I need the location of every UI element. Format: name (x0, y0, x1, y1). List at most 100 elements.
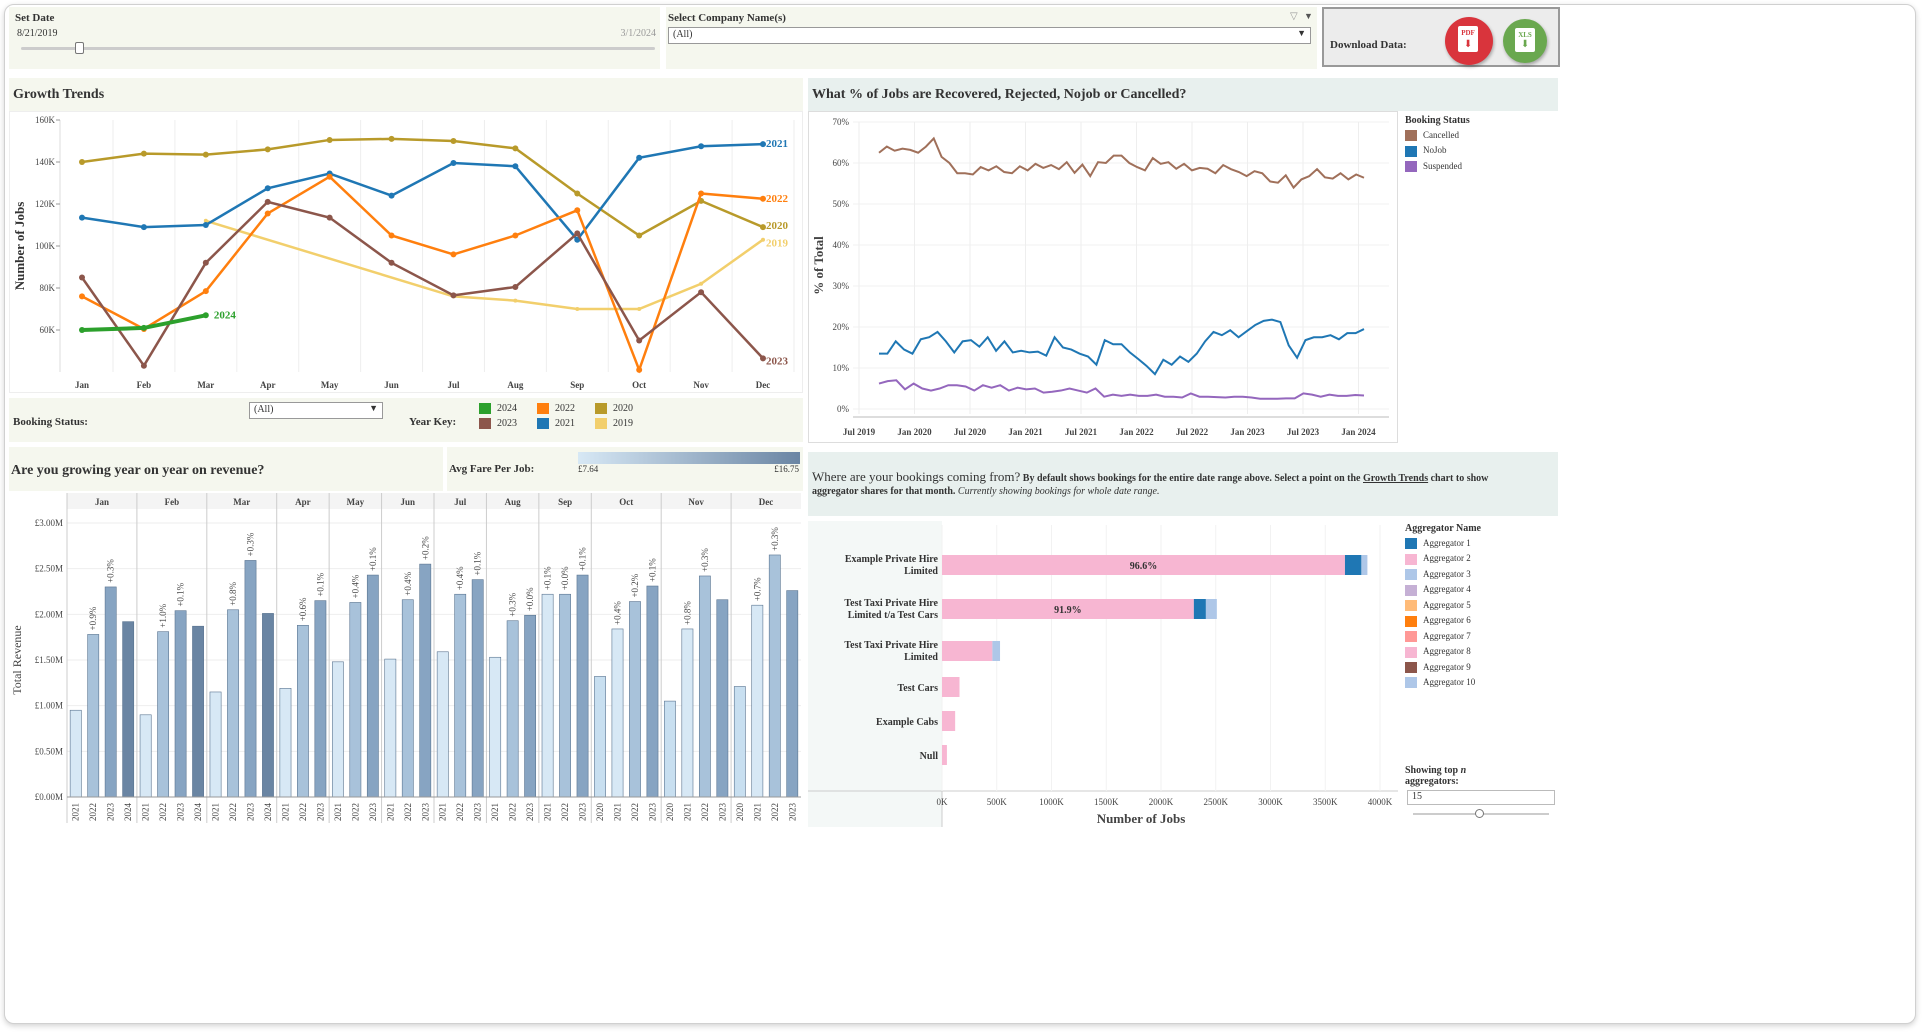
topn-input[interactable]: 15 (1407, 790, 1555, 805)
date-slider-handle[interactable] (75, 42, 84, 54)
year-key-item[interactable]: 2023 (479, 418, 517, 430)
month-label: Jul (454, 497, 467, 507)
revenue-bar (209, 691, 222, 798)
x-tick-label: Aug (507, 380, 524, 390)
menu-caret-icon[interactable]: ▼ (1304, 11, 1313, 21)
aggregator-legend-item[interactable]: Aggregator 1 (1405, 538, 1558, 550)
avg-fare-max: £16.75 (774, 464, 799, 474)
revenue-bar (366, 574, 379, 798)
data-point-2022 (326, 173, 333, 180)
revenue-bar (594, 676, 606, 798)
status-legend-item[interactable]: Suspended (1405, 161, 1558, 173)
data-point-2021 (202, 222, 209, 228)
legend-label: Aggregator 5 (1423, 599, 1471, 610)
year-key-item[interactable]: 2024 (479, 403, 517, 415)
legend-label: Aggregator 7 (1423, 630, 1471, 641)
date-slider-track[interactable] (21, 47, 655, 50)
revenue-bar (786, 590, 799, 798)
data-point-2022 (512, 232, 519, 239)
month-label: Aug (505, 497, 522, 507)
revenue-bar (384, 658, 397, 798)
year-tick-label: 2021 (613, 803, 623, 821)
aggregator-legend-item[interactable]: Aggregator 5 (1405, 599, 1558, 612)
aggregator-legend-item[interactable]: Aggregator 4 (1405, 584, 1558, 596)
set-date-end: 3/1/2024 (620, 28, 656, 39)
year-key-item[interactable]: 2021 (537, 418, 575, 430)
legend-label: 2019 (613, 418, 633, 429)
month-label: Apr (295, 497, 311, 507)
xls-download-button[interactable]: XLS ⬇ (1503, 19, 1547, 63)
company-select[interactable]: (All) ▼ (668, 27, 1311, 44)
pdf-download-button[interactable]: PDF ⬇ (1445, 17, 1493, 65)
status-legend-item[interactable]: NoJob (1405, 145, 1558, 157)
yoy-label: +0.9% (88, 606, 98, 630)
aggregator-legend: Aggregator Name Aggregator 1 Aggregator 2… (1405, 523, 1558, 703)
legend-swatch (1405, 538, 1417, 550)
aggregator-legend-item[interactable]: Aggregator 8 (1405, 646, 1558, 658)
topn-slider-handle[interactable] (1475, 809, 1484, 818)
revenue-bar (87, 634, 100, 798)
month-label: Mar (233, 497, 250, 507)
legend-swatch (1405, 615, 1417, 627)
legend-swatch (1405, 145, 1417, 157)
status-chart[interactable]: 0% 10% 20% 30% 40% 50% 60% 70% % of Total Jul 201… (809, 112, 1399, 444)
yoy-label: +0.3% (246, 532, 256, 556)
yoy-label: +0.1% (543, 566, 553, 590)
booking-status-select[interactable]: (All) ▼ (249, 402, 383, 419)
revenue-bar (576, 574, 589, 798)
status-legend-item[interactable]: Cancelled (1405, 130, 1558, 142)
x-tick-label: Mar (197, 380, 214, 390)
legend-swatch (1405, 677, 1417, 689)
aggregator-legend-item[interactable]: Aggregator 9 (1405, 662, 1558, 673)
revenue-bar (314, 600, 327, 798)
year-key-item[interactable]: 2020 (595, 403, 633, 415)
year-key-item[interactable]: 2022 (537, 403, 575, 415)
data-point-2022 (636, 366, 643, 373)
company-filter: Select Company Name(s) ▽ ▼ (All) ▼ (666, 7, 1317, 69)
year-tick-label: 2021 (385, 803, 395, 821)
dropdown-arrow-icon: ▼ (1297, 28, 1306, 38)
aggregator-legend-item[interactable]: Aggregator 3 (1405, 569, 1558, 581)
sources-desc-text2: chart to show aggregator shares for that… (812, 473, 1489, 497)
year-tick-label: 2023 (717, 803, 727, 822)
y-tick-label: 80K (40, 283, 56, 293)
filter-icon[interactable]: ▽ (1290, 11, 1298, 22)
xls-text: XLS (1518, 31, 1532, 39)
aggregator-legend-item[interactable]: Aggregator 6 (1405, 615, 1558, 627)
y-axis-label: Number of Jobs (12, 202, 27, 291)
aggregator-legend-item[interactable]: Aggregator 10 (1405, 677, 1558, 689)
legend-swatch (1405, 161, 1417, 173)
sources-chart[interactable]: 0K 500K 1000K 1500K 2000K 2500K 3000K 3500K 4000… (808, 521, 1398, 827)
revenue-chart[interactable]: £0.00M £0.50M £1.00M £1.50M £2.00M £2.50M £3.0… (9, 493, 803, 823)
x-tick-label: Jan (75, 380, 89, 390)
year-tick-label: 2021 (141, 803, 151, 821)
revenue-bar (629, 601, 641, 798)
aggregator-legend-item[interactable]: Aggregator 7 (1405, 630, 1558, 643)
growth-trends-link[interactable]: Growth Trends (1363, 473, 1429, 484)
growth-chart[interactable]: Jan Feb Mar Apr May Jun Jul Aug Sep Oct Nov Dec 60K 8… (10, 112, 804, 394)
y-tick-label: 30% (833, 281, 850, 291)
legend-label: Aggregator 8 (1423, 646, 1471, 657)
category-label: Test Cars (898, 683, 939, 694)
topn-label: Showing top n aggregators: (1405, 765, 1558, 787)
category-label: Test Taxi Private Hire Limited t/a Test C… (844, 598, 938, 621)
bar-segment (992, 641, 1001, 661)
data-point-2020 (140, 150, 147, 157)
x-tick-label: Jul 2022 (1176, 427, 1209, 437)
y-tick-label: 70% (833, 117, 850, 127)
revenue-bar (419, 563, 432, 798)
x-tick-label: Feb (137, 380, 152, 390)
yoy-label: +0.3% (770, 527, 780, 551)
year-tick-label: 2021 (752, 803, 762, 821)
revenue-bar (681, 628, 694, 798)
year-tick-label: 2022 (88, 803, 98, 821)
aggregator-legend-item[interactable]: Aggregator 2 (1405, 553, 1558, 565)
year-tick-label: 2022 (350, 803, 360, 821)
x-tick-label: Oct (632, 380, 646, 390)
revenue-bar (297, 624, 309, 798)
year-key-item[interactable]: 2019 (595, 418, 633, 430)
category-label: Example Private Hire Limited (845, 554, 939, 577)
month-label: May (347, 497, 365, 507)
avg-fare-label: Avg Fare Per Job: (449, 463, 535, 475)
topn-n: n (1460, 765, 1467, 776)
